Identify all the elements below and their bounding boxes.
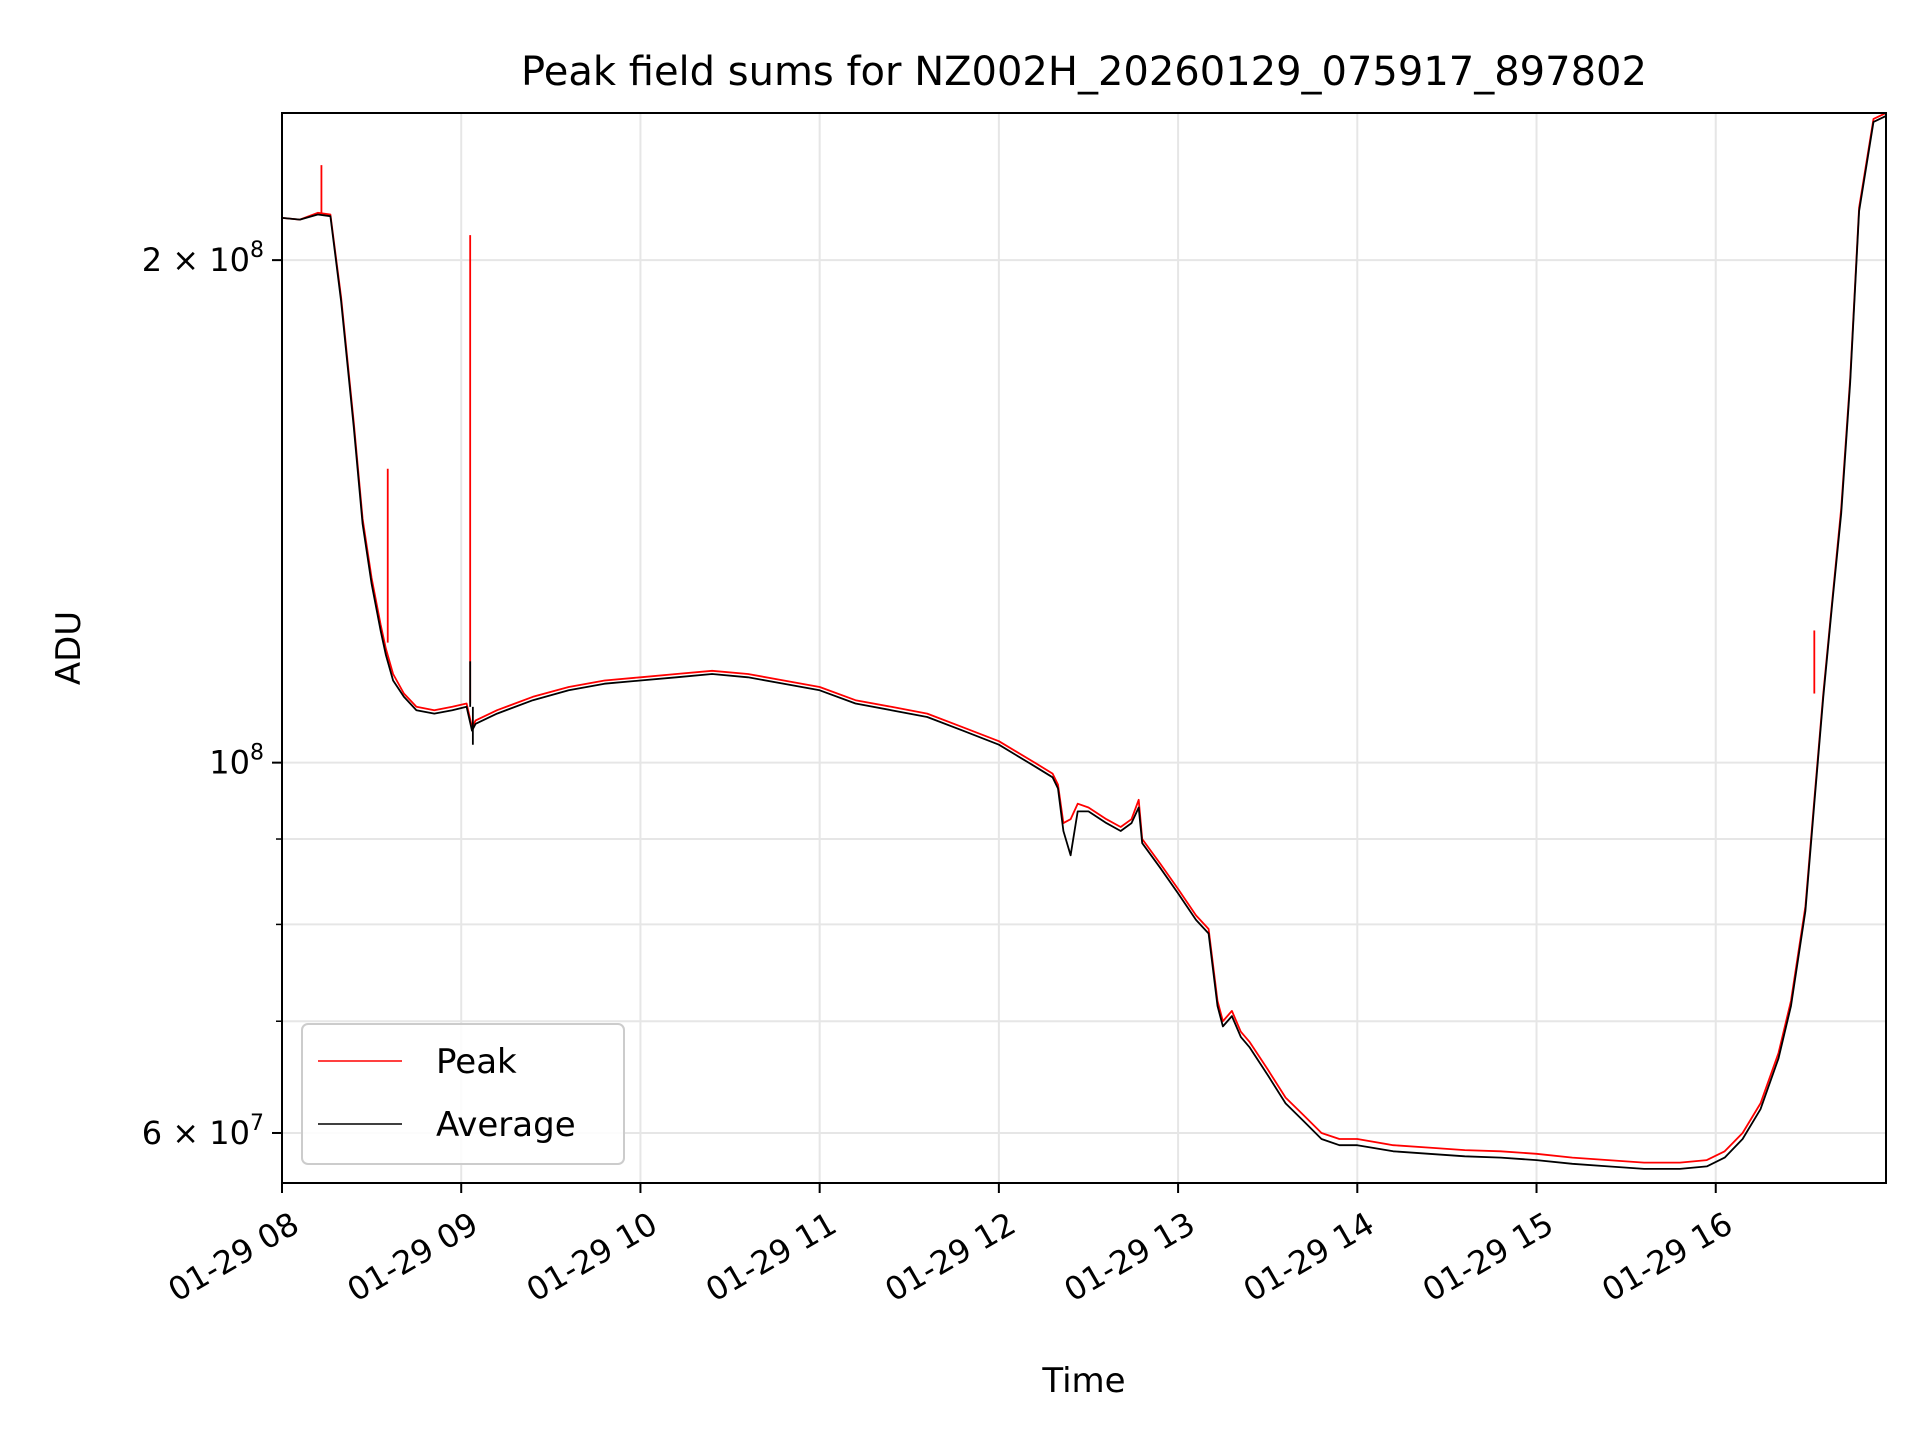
y-tick-label: 108 xyxy=(209,741,264,782)
y-tick-label: 2 × 108 xyxy=(142,238,264,279)
legend: Peak Average xyxy=(301,1023,625,1165)
chart-title: Peak field sums for NZ002H_20260129_0759… xyxy=(521,49,1647,95)
plot-area-background xyxy=(282,113,1886,1183)
grid xyxy=(281,113,1886,1183)
x-axis-label: Time xyxy=(1041,1361,1125,1401)
legend-label-average: Average xyxy=(436,1105,576,1145)
y-tick-label: 6 × 107 xyxy=(142,1111,264,1152)
plot-frame xyxy=(281,112,1887,1184)
y-axis-label: ADU xyxy=(49,611,89,685)
legend-box xyxy=(301,1023,625,1165)
legend-label-peak: Peak xyxy=(436,1042,517,1082)
series-line-peak xyxy=(282,113,1886,1164)
series-group xyxy=(282,113,1886,1170)
series-line-average xyxy=(282,115,1886,1170)
y-axis-ticks: 6 × 107 108 2 × 108 xyxy=(142,238,282,1152)
